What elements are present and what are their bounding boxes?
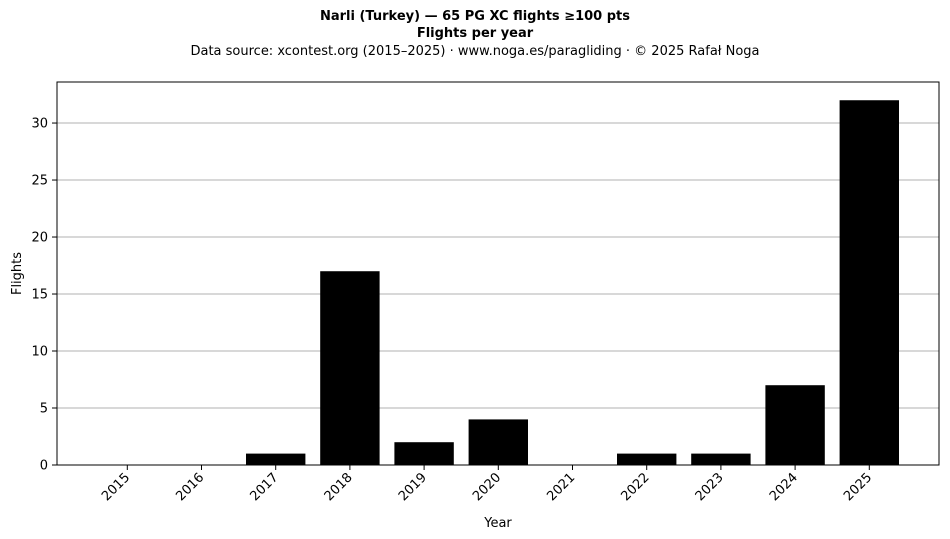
bars — [246, 100, 899, 465]
y-tick-label-0: 0 — [40, 459, 48, 474]
y-tick-label-30: 30 — [31, 117, 48, 132]
y-axis-label: Flights — [10, 252, 25, 295]
x-tick-label-2022: 2022 — [619, 470, 653, 504]
bar-2020 — [468, 419, 528, 465]
x-tick-label-2020: 2020 — [470, 470, 504, 504]
chart-title: Narli (Turkey) — 65 PG XC flights ≥100 p… — [319, 9, 631, 24]
x-tick-label-2025: 2025 — [841, 470, 875, 504]
y-axis: 0 5 10 15 20 25 30 — [31, 117, 57, 474]
x-tick-label-2015: 2015 — [99, 470, 133, 504]
bar-2018 — [320, 271, 380, 465]
gridlines — [57, 122, 939, 409]
bar-2025 — [839, 100, 899, 465]
x-tick-label-2018: 2018 — [322, 470, 356, 504]
bar-2017 — [246, 453, 306, 465]
bar-2022 — [617, 453, 677, 465]
bar-2024 — [765, 385, 825, 465]
x-tick-label-2016: 2016 — [173, 470, 207, 504]
y-tick-label-20: 20 — [31, 231, 48, 246]
x-axis: 2015 2016 2017 2018 2019 2020 2021 2022 2023 2024… — [99, 465, 875, 504]
x-tick-label-2021: 2021 — [544, 470, 578, 504]
x-tick-label-2023: 2023 — [693, 470, 727, 504]
y-tick-label-15: 15 — [31, 288, 48, 303]
chart-subtitle: Flights per year — [416, 26, 534, 41]
bar-2023 — [691, 453, 751, 465]
chart-caption: Data source: xcontest.org (2015–2025) · … — [190, 44, 760, 59]
x-tick-label-2017: 2017 — [248, 470, 282, 504]
y-tick-label-25: 25 — [31, 174, 48, 189]
y-tick-label-10: 10 — [31, 345, 48, 360]
y-tick-label-5: 5 — [40, 402, 48, 417]
x-axis-label: Year — [483, 516, 512, 531]
bar-2019 — [394, 442, 454, 465]
x-tick-label-2024: 2024 — [767, 470, 801, 504]
x-tick-label-2019: 2019 — [396, 470, 430, 504]
